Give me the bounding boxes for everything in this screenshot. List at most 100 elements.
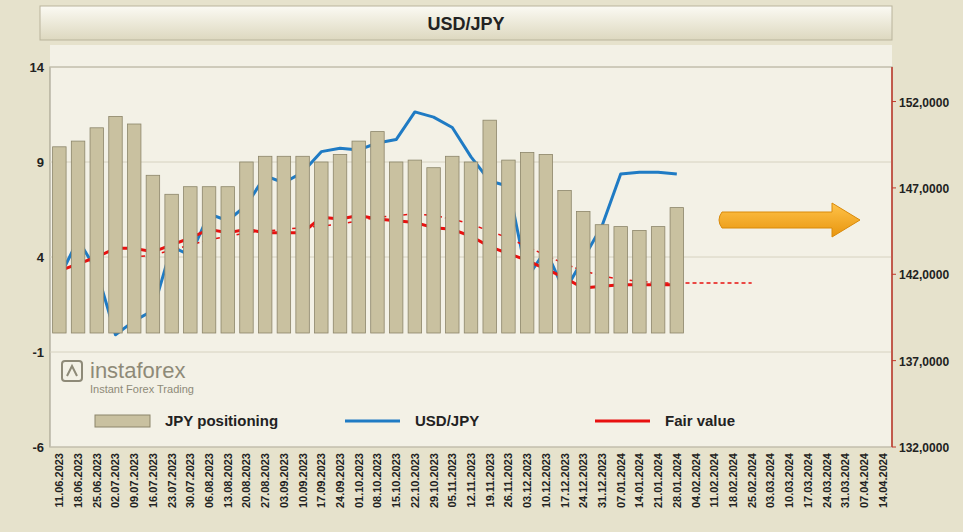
plot-area bbox=[50, 45, 892, 447]
y-tick-label: 14 bbox=[30, 60, 45, 75]
plot-frame bbox=[50, 67, 892, 447]
x-tick-label: 10.09.2023 bbox=[297, 453, 309, 508]
y-tick-label: -6 bbox=[32, 440, 44, 455]
bar bbox=[352, 141, 365, 333]
bar bbox=[502, 160, 515, 333]
x-tick-label: 03.03.2024 bbox=[764, 452, 776, 508]
legend-swatch bbox=[595, 420, 650, 423]
bar bbox=[427, 168, 440, 333]
bar bbox=[165, 194, 178, 333]
y2-tick-label: 152,0000 bbox=[899, 96, 949, 110]
bar bbox=[558, 191, 571, 334]
bar bbox=[146, 175, 159, 333]
y2-tick-label: 132,0000 bbox=[899, 441, 949, 455]
x-tick-label: 14.01.2024 bbox=[633, 452, 645, 508]
bar bbox=[109, 116, 122, 333]
x-tick-label: 28.01.2024 bbox=[671, 452, 683, 508]
grid-line bbox=[50, 352, 892, 353]
bar bbox=[296, 156, 309, 333]
legend-label: Fair value bbox=[665, 412, 735, 429]
x-tick-label: 08.10.2023 bbox=[371, 453, 383, 508]
x-tick-label: 03.12.2023 bbox=[521, 453, 533, 508]
x-tick-label: 27.08.2023 bbox=[259, 453, 271, 508]
bar bbox=[184, 187, 197, 333]
arrow bbox=[719, 203, 860, 237]
x-tick-label: 22.10.2023 bbox=[409, 453, 421, 508]
x-tick-label: 14.04.2024 bbox=[877, 452, 889, 508]
x-tick-label: 10.12.2023 bbox=[540, 453, 552, 508]
x-tick-label: 07.04.2024 bbox=[858, 452, 870, 508]
bar bbox=[277, 156, 290, 333]
y-tick-label: 4 bbox=[37, 250, 45, 265]
bar bbox=[595, 225, 608, 333]
x-tick-label: 18.02.2024 bbox=[727, 452, 739, 508]
x-tick-label: 11.06.2023 bbox=[53, 453, 65, 507]
grid-line bbox=[50, 447, 892, 448]
bar bbox=[483, 120, 496, 333]
x-tick-label: 25.06.2023 bbox=[91, 453, 103, 508]
y-tick-label: -1 bbox=[32, 345, 44, 360]
x-tick-label: 11.02.2024 bbox=[708, 452, 720, 507]
bar bbox=[333, 154, 346, 333]
y2-tick bbox=[892, 101, 896, 102]
bar bbox=[371, 132, 384, 333]
x-tick-label: 09.07.2023 bbox=[128, 453, 140, 508]
legend-label: JPY positioning bbox=[165, 412, 278, 429]
x-tick-label: 10.03.2024 bbox=[783, 452, 795, 508]
y2-tick bbox=[892, 447, 896, 448]
bar bbox=[389, 162, 402, 333]
bar bbox=[90, 128, 103, 333]
bar bbox=[202, 187, 215, 333]
data-group bbox=[59, 112, 751, 335]
y2-tick bbox=[892, 187, 896, 188]
y2-axis-line bbox=[891, 67, 893, 447]
x-tick-label: 06.08.2023 bbox=[203, 453, 215, 508]
x-tick-label: 23.07.2023 bbox=[166, 453, 178, 508]
x-tick-label: 04.02.2024 bbox=[690, 452, 702, 508]
x-tick-label: 29.10.2023 bbox=[428, 453, 440, 508]
x-tick-label: 07.01.2024 bbox=[615, 452, 627, 508]
x-tick-label: 24.03.2024 bbox=[821, 452, 833, 508]
y2-tick bbox=[892, 274, 896, 275]
x-tick-label: 12.11.2023 bbox=[465, 453, 477, 507]
x-tick-label: 17.03.2024 bbox=[802, 452, 814, 508]
bar bbox=[520, 153, 533, 334]
bar bbox=[258, 156, 271, 333]
y2-tick bbox=[892, 360, 896, 361]
x-tick-label: 03.09.2023 bbox=[278, 453, 290, 508]
x-tick-label: 17.09.2023 bbox=[315, 453, 327, 508]
legend-swatch bbox=[345, 420, 400, 423]
x-tick-label: 26.11.2023 bbox=[502, 453, 514, 507]
x-tick-label: 24.12.2023 bbox=[577, 453, 589, 508]
grid-line bbox=[50, 67, 892, 68]
bar bbox=[127, 124, 140, 333]
bar bbox=[240, 162, 253, 333]
x-tick-label: 05.11.2023 bbox=[446, 453, 458, 507]
bar bbox=[577, 211, 590, 333]
bar bbox=[446, 156, 459, 333]
bar bbox=[464, 162, 477, 333]
title: USD/JPY bbox=[427, 14, 504, 34]
x-tick-label: 15.10.2023 bbox=[390, 453, 402, 508]
logo-text: Instant Forex Trading bbox=[90, 383, 194, 395]
background bbox=[0, 0, 963, 532]
bar bbox=[614, 227, 627, 333]
bar bbox=[53, 147, 66, 333]
y2-tick-label: 147,0000 bbox=[899, 182, 949, 196]
logo-icon bbox=[67, 366, 77, 376]
x-tick-label: 21.01.2024 bbox=[652, 452, 664, 508]
x-tick-label: 20.08.2023 bbox=[240, 453, 252, 508]
title-box bbox=[40, 6, 892, 40]
x-tick-label: 30.07.2023 bbox=[184, 453, 196, 508]
legend-label: USD/JPY bbox=[415, 412, 479, 429]
y2-tick-label: 142,0000 bbox=[899, 268, 949, 282]
line bbox=[59, 112, 676, 335]
bar bbox=[633, 230, 646, 333]
logo-icon bbox=[62, 361, 82, 381]
x-tick-label: 31.12.2023 bbox=[596, 453, 608, 508]
x-tick-label: 16.07.2023 bbox=[147, 453, 159, 508]
chart: USD/JPY-6-14914132,0000137,0000142,00001… bbox=[0, 0, 963, 532]
bar bbox=[651, 227, 664, 333]
legend-swatch bbox=[95, 415, 150, 427]
bar bbox=[670, 208, 683, 333]
